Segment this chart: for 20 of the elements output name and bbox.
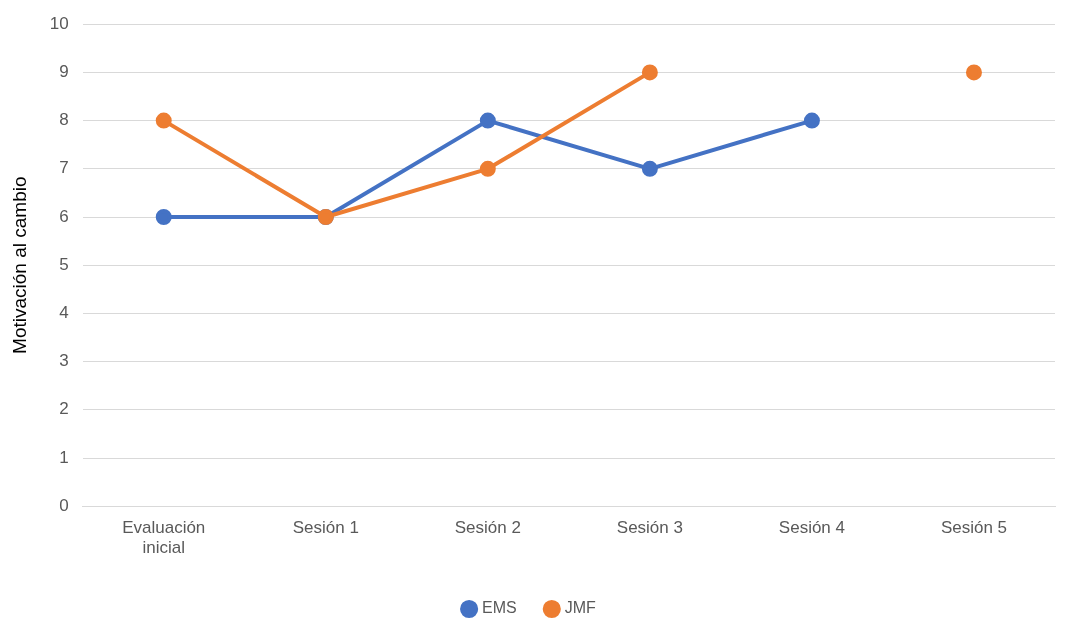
x-tick-label: Sesión 5 xyxy=(940,518,1008,538)
y-tick-label: 10 xyxy=(49,13,69,33)
y-tick-label: 8 xyxy=(59,110,69,130)
y-axis-title: Motivación al cambio xyxy=(8,176,30,354)
y-tick-label: 7 xyxy=(59,158,69,178)
x-tick-label: Sesión 3 xyxy=(616,518,683,538)
x-tick-label: Sesión 2 xyxy=(454,518,521,538)
y-tick-label: 2 xyxy=(59,399,69,419)
x-tick-label: Evaluación inicial xyxy=(122,518,206,558)
y-tick-label: 6 xyxy=(59,206,69,226)
y-tick-label: 5 xyxy=(59,254,69,274)
legend-label: JMF xyxy=(564,599,597,617)
y-tick-label: 3 xyxy=(59,351,69,371)
x-tick-label: Sesión 4 xyxy=(778,518,846,538)
y-tick-label: 4 xyxy=(59,303,69,323)
y-tick-label: 0 xyxy=(59,495,69,515)
x-tick-label: Sesión 1 xyxy=(292,518,359,538)
y-tick-label: 1 xyxy=(59,447,69,467)
y-tick-label: 9 xyxy=(59,62,69,82)
legend-label: EMS xyxy=(482,599,517,617)
